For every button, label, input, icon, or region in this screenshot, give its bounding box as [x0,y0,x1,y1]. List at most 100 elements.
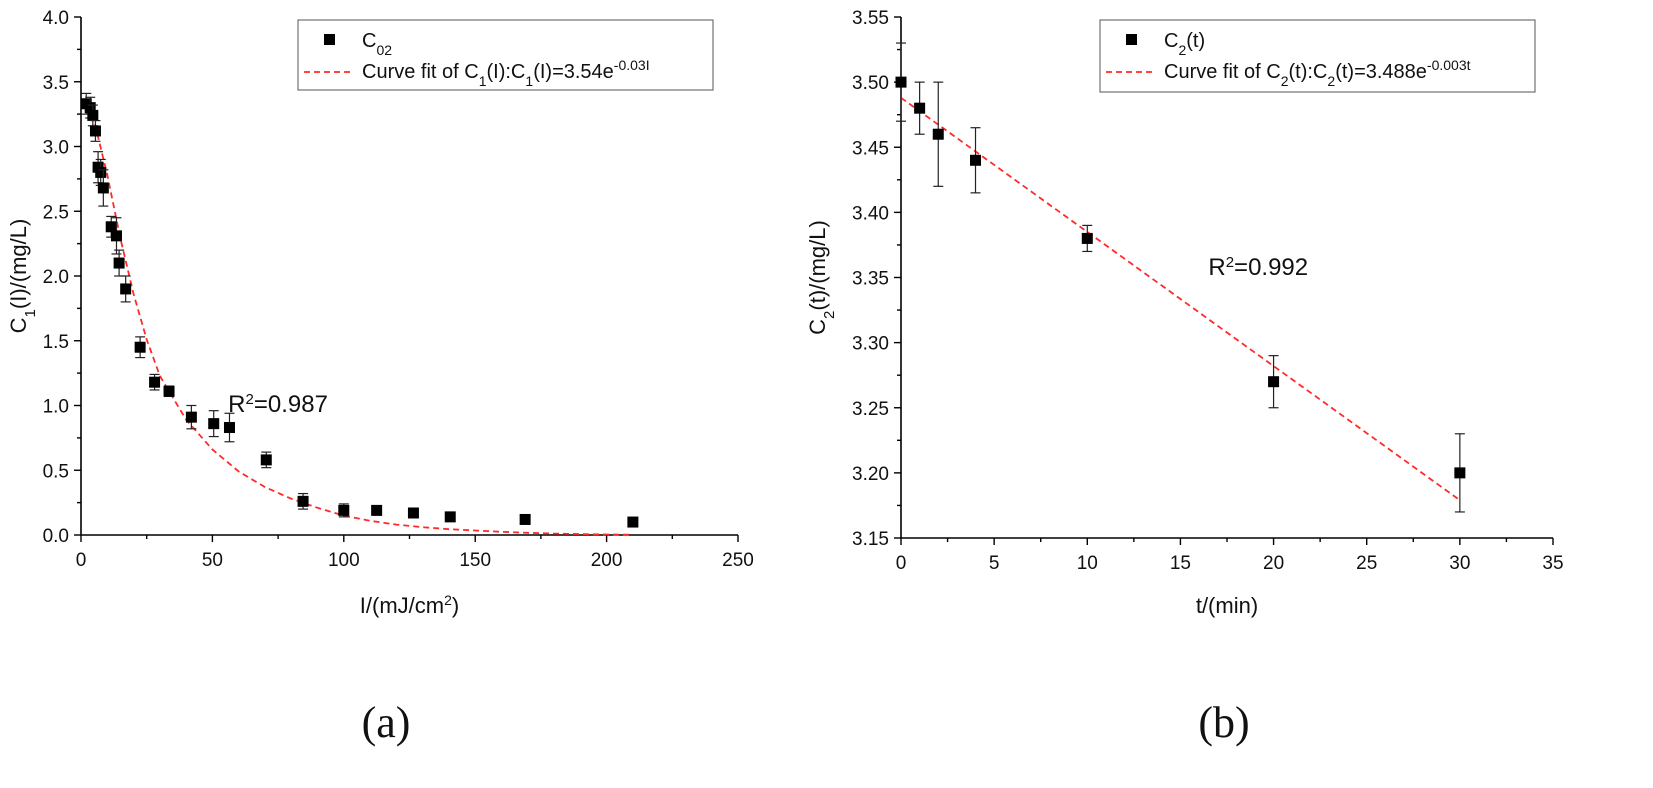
x-tick-label: 250 [722,550,754,571]
y-axis-title-sub: 2 [821,311,838,319]
legend-box [1099,19,1536,93]
x-tick-label: 150 [459,550,491,571]
annotation-sup: 2 [246,390,254,407]
data-point [134,341,146,353]
x-axis-title: I/(mJ/cm2) [360,592,459,618]
y-tick-label: 0.0 [43,526,69,547]
data-point [932,128,944,140]
y-axis-title-main: C [805,319,830,335]
legend-text-main: C [1164,30,1178,52]
panel-label: (a) [362,698,411,747]
data-point [895,76,907,88]
data-point [444,511,456,523]
y-tick-label: 3.5 [43,73,69,94]
y-tick-label: 1.0 [43,397,69,418]
data-point [84,102,96,114]
legend-entry-fit: Curve fit of C2(t):C2(t)=3.488e-0.003t [1164,57,1471,89]
y-tick-label: 4.0 [43,8,69,29]
legend-box [297,19,714,91]
legend-fit-a: Curve fit of C [1164,61,1281,83]
legend-text-sub: 2 [1178,42,1186,58]
data-point [260,454,272,466]
legend-fit-b: (t):C [1289,61,1328,83]
x-tick-label: 200 [591,550,623,571]
annotation-sup: 2 [1226,253,1234,270]
data-point [1081,232,1093,244]
y-tick-label: 3.55 [852,8,889,29]
legend-fit-b: (I):C [487,61,526,83]
r-squared-annotation: R2=0.992 [1208,253,1308,281]
y-tick-label: 2.5 [43,202,69,223]
data-point [95,166,107,178]
data-point [185,411,197,423]
x-tick-label: 5 [989,553,1000,574]
x-tick-label: 100 [328,550,360,571]
legend-fit-a-sub: 2 [1281,73,1289,89]
y-axis-title-sub: 1 [22,309,39,317]
legend-text-main: C [362,30,376,52]
y-tick-label: 3.30 [852,334,889,355]
x-tick-label: 0 [896,553,907,574]
y-axis-title: C1(I)/(mg/L) [6,219,39,334]
legend-fit-a: Curve fit of C [362,61,479,83]
annotation-tail: =0.987 [254,391,328,418]
y-tick-label: 0.5 [43,461,69,482]
legend-fit-a-sub: 1 [479,73,487,89]
data-point [407,507,419,519]
data-point [105,221,117,233]
panel-label: (b) [1198,698,1249,747]
legend-entry-fit: Curve fit of C1(I):C1(I)=3.54e-0.03I [362,57,650,89]
data-point [89,125,101,137]
data-point [110,230,122,242]
x-axis-title-main: I/(mJ/cm [360,593,444,618]
x-tick-label: 25 [1356,553,1377,574]
legend-fit-c: (I)=3.54e [533,61,614,83]
x-tick-label: 30 [1449,553,1470,574]
legend-fit-b-sub: 2 [1327,73,1335,89]
y-tick-label: 3.15 [852,529,889,550]
x-axis-title-tail: ) [452,593,459,618]
data-point [297,495,309,507]
legend-fit-sup: -0.03I [614,57,650,73]
y-tick-label: 3.35 [852,269,889,290]
y-axis-title-tail: (t)/(mg/L) [805,220,830,310]
y-tick-label: 3.45 [852,138,889,159]
data-point [970,154,982,166]
data-point [627,516,639,528]
annotation-base: R [228,391,245,418]
x-axis-title-sup: 2 [444,592,452,608]
legend-fit-sup: -0.003t [1427,57,1471,73]
data-point [163,385,175,397]
x-tick-label: 20 [1263,553,1284,574]
x-tick-label: 15 [1170,553,1191,574]
legend-fit-c: (t)=3.488e [1335,61,1427,83]
data-point [149,376,161,388]
data-point [1454,467,1466,479]
y-axis-title-tail: (I)/(mg/L) [6,219,31,309]
chart-panel-b: 0 5 10 15 20 25 30 35 3.15 3.20 3.25 3.30 3.35 3.40 3.… [805,8,1564,747]
y-tick-label: 3.20 [852,464,889,485]
y-tick-label: 3.0 [43,138,69,159]
data-point [371,504,383,516]
legend-marker [1126,34,1137,45]
y-tick-label: 1.5 [43,332,69,353]
data-point [97,182,109,194]
y-axis-title-main: C [6,317,31,333]
y-tick-label: 3.25 [852,399,889,420]
legend-entry-points: C2(t) [1164,30,1205,58]
legend-marker [324,34,335,45]
data-point [338,504,350,516]
data-point [223,422,235,434]
fit-curve [900,97,1461,501]
legend-fit-b-sub: 1 [525,73,533,89]
x-tick-label: 0 [76,550,87,571]
data-point [113,257,125,269]
x-tick-label: 35 [1542,553,1563,574]
chart-panel-a: 0 50 100 150 200 250 0.0 0.5 1.0 1.5 2.0 2.5 3.0 3.5 4… [6,8,754,747]
annotation-base: R [1208,254,1225,281]
y-tick-label: 3.40 [852,203,889,224]
data-point [1268,376,1280,388]
y-axis-title: C2(t)/(mg/L) [805,220,838,335]
legend-entry-points: C02 [362,30,392,58]
x-tick-label: 10 [1077,553,1098,574]
